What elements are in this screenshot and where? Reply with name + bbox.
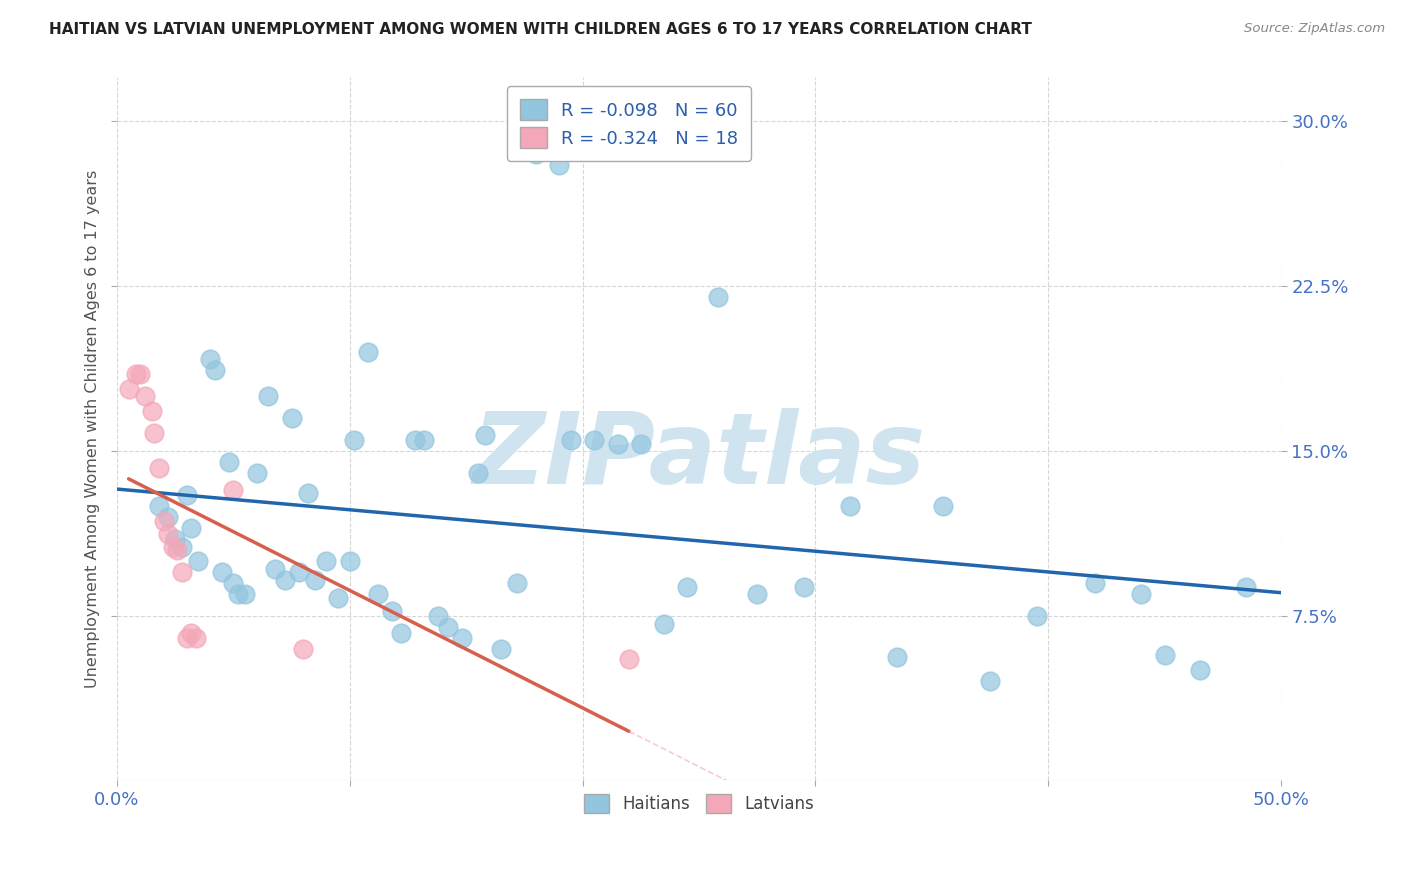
Point [180,626,202,640]
Point [134,389,156,403]
Point [381,604,404,618]
Point [583,433,606,447]
Point [222,483,245,498]
Point [176,631,198,645]
Point [617,652,640,666]
Point [257,389,280,403]
Point [172,565,194,579]
Point [297,485,319,500]
Point [404,433,426,447]
Point [793,580,815,594]
Point [839,499,862,513]
Point [152,514,174,528]
Point [180,521,202,535]
Point [489,641,512,656]
Point [280,410,302,425]
Point [506,575,529,590]
Point [165,532,187,546]
Point [292,641,315,656]
Point [676,580,699,594]
Point [979,674,1001,689]
Point [184,631,207,645]
Point [141,404,163,418]
Point [436,619,458,633]
Text: HAITIAN VS LATVIAN UNEMPLOYMENT AMONG WOMEN WITH CHILDREN AGES 6 TO 17 YEARS COR: HAITIAN VS LATVIAN UNEMPLOYMENT AMONG WO… [49,22,1032,37]
Point [143,426,166,441]
Point [413,433,436,447]
Point [548,158,571,172]
Point [129,367,152,381]
Point [273,574,295,588]
Point [1084,575,1107,590]
Point [211,565,233,579]
Point [343,433,366,447]
Point [1234,580,1257,594]
Point [187,554,209,568]
Point [172,541,194,555]
Point [606,437,628,451]
Point [389,626,412,640]
Point [474,428,496,442]
Point [264,562,287,576]
Point [117,382,139,396]
Point [218,455,240,469]
Point [233,586,256,600]
Point [886,650,908,665]
Point [226,586,249,600]
Point [148,499,170,513]
Point [176,488,198,502]
Point [148,461,170,475]
Point [630,437,652,451]
Legend: Haitians, Latvians: Haitians, Latvians [572,782,827,825]
Point [287,565,309,579]
Point [204,362,226,376]
Point [157,527,180,541]
Text: ZIPatlas: ZIPatlas [472,409,925,506]
Point [157,509,180,524]
Point [450,631,472,645]
Point [1130,586,1153,600]
Point [524,147,547,161]
Point [357,345,380,359]
Point [304,574,326,588]
Point [198,351,221,366]
Point [427,608,450,623]
Point [560,433,582,447]
Point [1153,648,1175,662]
Point [166,542,188,557]
Point [1025,608,1047,623]
Point [706,290,728,304]
Point [246,466,269,480]
Point [1188,664,1211,678]
Point [124,367,146,381]
Point [315,554,337,568]
Point [932,499,955,513]
Y-axis label: Unemployment Among Women with Children Ages 6 to 17 years: Unemployment Among Women with Children A… [86,169,100,688]
Point [326,591,349,605]
Text: Source: ZipAtlas.com: Source: ZipAtlas.com [1244,22,1385,36]
Point [747,586,769,600]
Point [222,575,245,590]
Point [652,617,675,632]
Point [367,586,389,600]
Point [339,554,361,568]
Point [467,466,489,480]
Point [162,541,184,555]
